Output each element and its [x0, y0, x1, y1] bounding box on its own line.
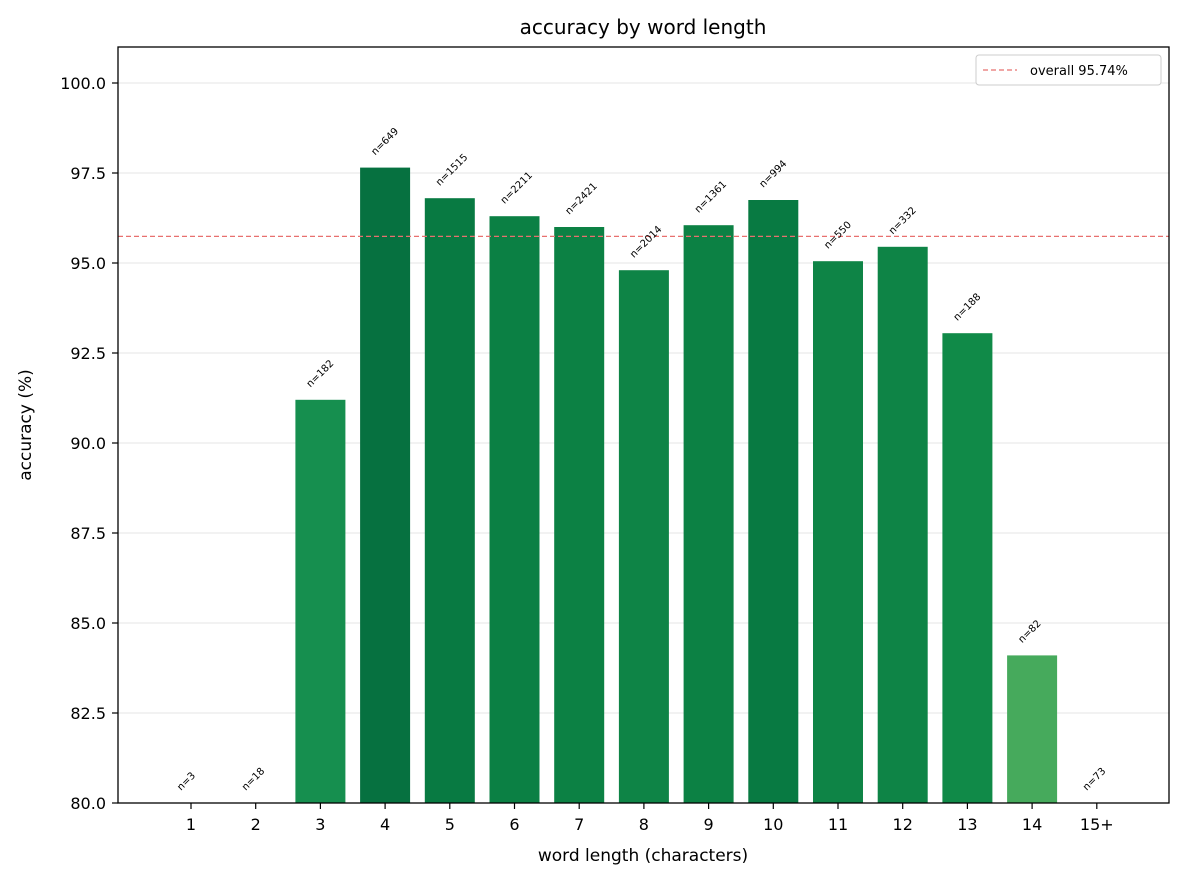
bar-4 — [360, 167, 411, 804]
count-label-15+: n=73 — [1081, 766, 1108, 793]
bar-7 — [554, 227, 605, 803]
x-tick-label-6: 6 — [509, 815, 519, 834]
y-tick-label: 87.5 — [70, 524, 106, 543]
bar-5 — [424, 198, 475, 803]
x-axis-label: word length (characters) — [538, 846, 748, 866]
x-tick-label-8: 8 — [639, 815, 649, 834]
bars — [295, 167, 1058, 804]
x-tick-label-3: 3 — [315, 815, 325, 834]
y-tick-label: 100.0 — [60, 74, 106, 93]
x-axis: 1 2 3 4 5 6 7 8 9 10 11 12 13 14 15+ — [186, 803, 1114, 834]
x-tick-label-4: 4 — [380, 815, 390, 834]
x-tick-label-13: 13 — [957, 815, 977, 834]
bar-9 — [683, 225, 734, 803]
x-tick-label-10: 10 — [763, 815, 783, 834]
y-tick-label: 80.0 — [70, 794, 106, 813]
count-label-11: n=550 — [822, 220, 854, 252]
y-axis-label: accuracy (%) — [16, 369, 36, 481]
count-label-14: n=82 — [1016, 618, 1043, 645]
legend-entry-overall: overall 95.74% — [1030, 64, 1128, 79]
count-label-4: n=649 — [369, 126, 401, 158]
x-tick-label-7: 7 — [574, 815, 584, 834]
y-tick-label: 92.5 — [70, 344, 106, 363]
count-label-1: n=3 — [175, 770, 198, 793]
y-axis: 80.0 82.5 85.0 87.5 90.0 92.5 95.0 97.5 100.0 — [60, 74, 118, 813]
x-tick-label-11: 11 — [828, 815, 848, 834]
x-tick-label-12: 12 — [893, 815, 913, 834]
y-tick-label: 85.0 — [70, 614, 106, 633]
x-tick-label-9: 9 — [704, 815, 714, 834]
x-tick-label-2: 2 — [251, 815, 261, 834]
bar-8 — [618, 270, 669, 803]
bar-3 — [295, 399, 346, 803]
bar-13 — [942, 333, 993, 803]
count-label-8: n=2014 — [628, 224, 664, 260]
count-label-5: n=1515 — [434, 152, 470, 188]
bar-12 — [877, 246, 928, 804]
x-tick-label-1: 1 — [186, 815, 196, 834]
legend-box — [975, 54, 1162, 86]
y-tick-label: 82.5 — [70, 704, 106, 723]
bar-14 — [1007, 655, 1058, 803]
count-label-2: n=18 — [240, 766, 267, 793]
x-tick-label-5: 5 — [445, 815, 455, 834]
count-label-6: n=2211 — [499, 170, 535, 206]
legend: overall 95.74% — [975, 54, 1162, 86]
bar-10 — [748, 200, 799, 803]
count-label-7: n=2421 — [564, 181, 600, 217]
y-tick-label: 90.0 — [70, 434, 106, 453]
count-label-10: n=994 — [758, 158, 790, 190]
x-tick-label-14: 14 — [1022, 815, 1042, 834]
chart-title: accuracy by word length — [520, 15, 767, 39]
bar-11 — [813, 261, 863, 803]
count-label-3: n=182 — [305, 358, 337, 390]
bar-6 — [489, 216, 540, 803]
count-label-9: n=1361 — [693, 179, 729, 215]
x-tick-label-15+: 15+ — [1080, 815, 1114, 834]
count-label-12: n=332 — [887, 205, 919, 237]
y-tick-label: 97.5 — [70, 164, 106, 183]
count-label-13: n=188 — [952, 292, 984, 324]
y-tick-label: 95.0 — [70, 254, 106, 273]
